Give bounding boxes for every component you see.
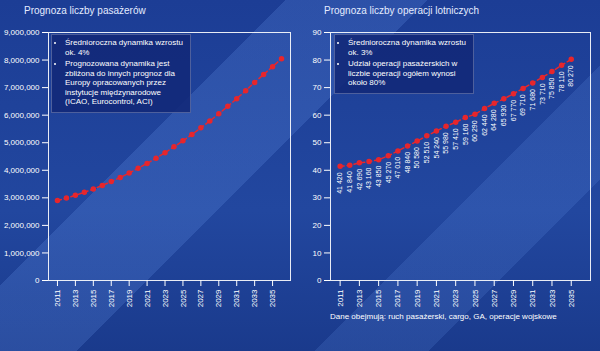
svg-text:54 240: 54 240: [433, 137, 440, 159]
svg-text:43 160: 43 160: [365, 167, 372, 189]
svg-text:57 410: 57 410: [452, 128, 459, 150]
svg-text:2019: 2019: [413, 289, 422, 307]
html-text:Średnioroczna dynamika wzrostu: Średnioroczna dynamika wzrostu ok. 3%: [348, 38, 466, 57]
svg-text:2027: 2027: [196, 289, 205, 307]
svg-text:2031: 2031: [232, 289, 241, 307]
svg-text:2021: 2021: [432, 289, 441, 307]
svg-text:45 270: 45 270: [385, 162, 392, 184]
svg-text:2023: 2023: [161, 289, 170, 307]
svg-text:42 690: 42 690: [356, 169, 363, 191]
svg-text:60: 60: [313, 111, 322, 120]
svg-text:2033: 2033: [250, 289, 259, 307]
svg-text:2023: 2023: [451, 289, 460, 307]
svg-text:65 930: 65 930: [500, 105, 507, 127]
svg-text:40: 40: [313, 166, 322, 175]
svg-text:2033: 2033: [548, 289, 557, 307]
svg-text:52 510: 52 510: [423, 142, 430, 164]
html-text:Udział operacji pasażerskich w: Udział operacji pasażerskich w liczbie o…: [348, 59, 458, 87]
svg-text:64 280: 64 280: [490, 109, 497, 131]
svg-text:2011: 2011: [336, 289, 345, 307]
html-text:Prognoza liczby pasażerów: Prognoza liczby pasażerów: [24, 5, 146, 16]
svg-text:2019: 2019: [125, 289, 134, 307]
svg-text:2029: 2029: [214, 289, 223, 307]
svg-text:2,000,000: 2,000,000: [4, 221, 40, 230]
svg-text:8,000,000: 8,000,000: [4, 56, 40, 65]
svg-text:2015: 2015: [374, 289, 383, 307]
svg-text:5,000,000: 5,000,000: [4, 138, 40, 147]
svg-text:67 770: 67 770: [510, 100, 517, 122]
svg-text:50 580: 50 580: [413, 147, 420, 169]
svg-text:10: 10: [313, 249, 322, 258]
svg-text:2029: 2029: [509, 289, 518, 307]
svg-text:2025: 2025: [179, 289, 188, 307]
svg-text:75 850: 75 850: [548, 77, 555, 99]
html-text:Średnioroczna dynamika wzrostu: Średnioroczna dynamika wzrostu ok. 4%: [65, 38, 183, 57]
svg-text:6,000,000: 6,000,000: [4, 111, 40, 120]
svg-text:30: 30: [313, 193, 322, 202]
svg-text:2035: 2035: [268, 289, 277, 307]
svg-text:55 980: 55 980: [442, 132, 449, 154]
svg-text:71 680: 71 680: [529, 89, 536, 111]
svg-text:59 160: 59 160: [462, 123, 469, 145]
svg-text:2027: 2027: [490, 289, 499, 307]
svg-text:70: 70: [313, 83, 322, 92]
svg-text:0: 0: [35, 276, 40, 285]
svg-text:4,000,000: 4,000,000: [4, 166, 40, 175]
svg-text:80: 80: [313, 56, 322, 65]
svg-text:2011: 2011: [53, 289, 62, 307]
svg-text:3,000,000: 3,000,000: [4, 193, 40, 202]
svg-text:0: 0: [317, 276, 322, 285]
svg-text:20: 20: [313, 221, 322, 230]
svg-text:90: 90: [313, 28, 322, 37]
svg-text:2021: 2021: [143, 289, 152, 307]
svg-text:50: 50: [313, 138, 322, 147]
svg-text:7,000,000: 7,000,000: [4, 83, 40, 92]
svg-text:2035: 2035: [567, 289, 576, 307]
svg-text:48 840: 48 840: [404, 152, 411, 174]
svg-text:2025: 2025: [471, 289, 480, 307]
svg-text:2017: 2017: [107, 289, 116, 307]
svg-text:60 290: 60 290: [471, 120, 478, 142]
svg-text:62 440: 62 440: [481, 114, 488, 136]
svg-text:2013: 2013: [71, 289, 80, 307]
svg-text:2031: 2031: [528, 289, 537, 307]
svg-text:9,000,000: 9,000,000: [4, 28, 40, 37]
svg-text:80 270: 80 270: [567, 65, 574, 87]
svg-text:78 110: 78 110: [558, 71, 565, 92]
html-text:Dane obejmują: ruch pasażerski: Dane obejmują: ruch pasażerski, cargo, G…: [330, 312, 557, 321]
svg-text:1,000,000: 1,000,000: [4, 249, 40, 258]
svg-text:43 850: 43 850: [375, 166, 382, 188]
html-text:Prognozowana dynamika jest zbl: Prognozowana dynamika jest zbliżona do i…: [65, 59, 175, 106]
html-text:Prognoza liczby operacji lotni: Prognoza liczby operacji lotniczych: [324, 5, 480, 16]
svg-text:41 420: 41 420: [336, 172, 343, 194]
svg-text:73 710: 73 710: [539, 83, 546, 105]
svg-text:47 010: 47 010: [394, 157, 401, 179]
svg-text:69 710: 69 710: [519, 94, 526, 116]
svg-text:2015: 2015: [89, 289, 98, 307]
svg-text:2017: 2017: [393, 289, 402, 307]
svg-text:41 840: 41 840: [346, 171, 353, 193]
svg-text:2013: 2013: [355, 289, 364, 307]
